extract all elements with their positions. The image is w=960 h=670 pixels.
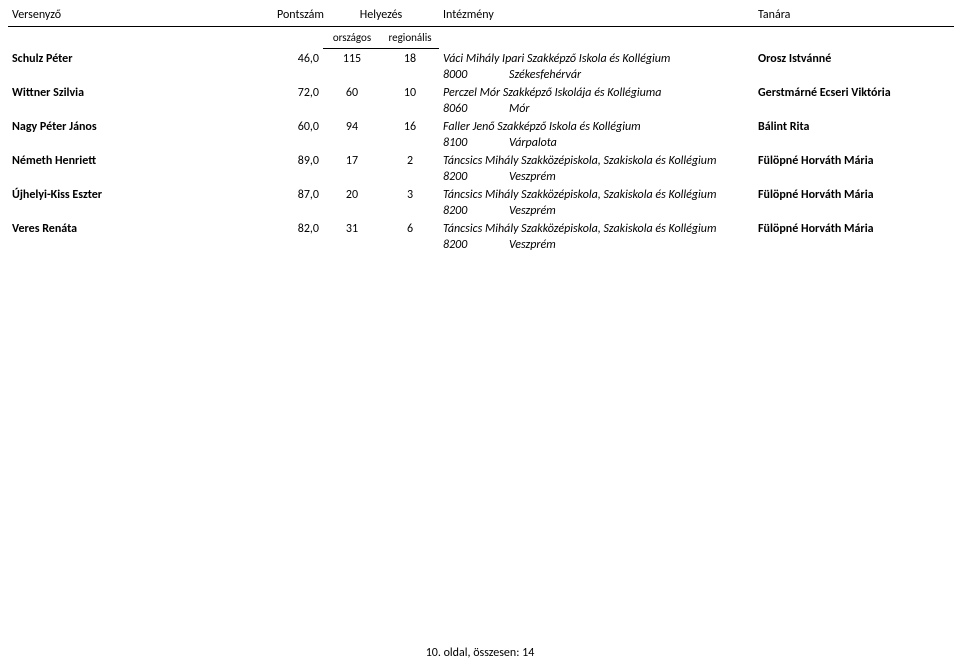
table-row-address: 8200Veszprém	[8, 237, 954, 253]
cell-city: Veszprém	[509, 238, 556, 252]
page-container: Versenyző Pontszám Helyezés Intézmény Ta…	[0, 0, 960, 259]
cell-institution: Táncsics Mihály Szakközépiskola, Szakisk…	[439, 219, 754, 237]
table-row: Németh Henriett89,0172Táncsics Mihály Sz…	[8, 151, 954, 169]
cell-zip: 8060	[443, 102, 509, 116]
cell-score: 89,0	[273, 151, 323, 169]
cell-teacher: Bálint Rita	[754, 117, 954, 135]
cell-national: 115	[323, 49, 381, 68]
cell-city: Várpalota	[509, 136, 557, 150]
cell-score: 82,0	[273, 219, 323, 237]
subheader-regional: regionális	[381, 27, 439, 49]
table-body: Schulz Péter46,011518Váci Mihály Ipari S…	[8, 49, 954, 254]
table-subheader-row: országos regionális	[8, 27, 954, 49]
cell-teacher: Fülöpné Horváth Mária	[754, 219, 954, 237]
table-row-address: 8200Veszprém	[8, 203, 954, 219]
cell-address: 8200Veszprém	[439, 237, 754, 253]
table-row: Schulz Péter46,011518Váci Mihály Ipari S…	[8, 49, 954, 68]
cell-name: Wittner Szilvia	[8, 83, 273, 101]
cell-name: Veres Renáta	[8, 219, 273, 237]
cell-zip: 8000	[443, 68, 509, 82]
results-table: Versenyző Pontszám Helyezés Intézmény Ta…	[8, 6, 954, 253]
cell-national: 94	[323, 117, 381, 135]
cell-zip: 8100	[443, 136, 509, 150]
header-score: Pontszám	[273, 6, 323, 27]
cell-regional: 3	[381, 185, 439, 203]
table-row: Wittner Szilvia72,06010Perczel Mór Szakk…	[8, 83, 954, 101]
cell-national: 17	[323, 151, 381, 169]
table-row-address: 8000Székesfehérvár	[8, 67, 954, 83]
cell-teacher: Fülöpné Horváth Mária	[754, 185, 954, 203]
cell-national: 60	[323, 83, 381, 101]
header-name: Versenyző	[8, 6, 273, 27]
cell-regional: 10	[381, 83, 439, 101]
cell-teacher: Orosz Istvánné	[754, 49, 954, 68]
cell-score: 46,0	[273, 49, 323, 68]
cell-national: 20	[323, 185, 381, 203]
cell-institution: Faller Jenő Szakképző Iskola és Kollégiu…	[439, 117, 754, 135]
cell-institution: Váci Mihály Ipari Szakképző Iskola és Ko…	[439, 49, 754, 68]
cell-name: Újhelyi-Kiss Eszter	[8, 185, 273, 203]
table-row: Veres Renáta82,0316Táncsics Mihály Szakk…	[8, 219, 954, 237]
cell-city: Székesfehérvár	[509, 68, 581, 82]
table-row-address: 8060Mór	[8, 101, 954, 117]
table-row: Nagy Péter János60,09416Faller Jenő Szak…	[8, 117, 954, 135]
cell-institution: Táncsics Mihály Szakközépiskola, Szakisk…	[439, 185, 754, 203]
cell-address: 8100Várpalota	[439, 135, 754, 151]
subheader-national: országos	[323, 27, 381, 49]
cell-city: Veszprém	[509, 170, 556, 184]
cell-address: 8200Veszprém	[439, 169, 754, 185]
cell-city: Mór	[509, 102, 530, 116]
cell-name: Németh Henriett	[8, 151, 273, 169]
cell-name: Schulz Péter	[8, 49, 273, 68]
header-institution: Intézmény	[439, 6, 754, 27]
cell-score: 72,0	[273, 83, 323, 101]
cell-regional: 2	[381, 151, 439, 169]
cell-zip: 8200	[443, 204, 509, 218]
cell-address: 8000Székesfehérvár	[439, 67, 754, 83]
cell-regional: 18	[381, 49, 439, 68]
table-row-address: 8200Veszprém	[8, 169, 954, 185]
cell-teacher: Fülöpné Horváth Mária	[754, 151, 954, 169]
cell-institution: Perczel Mór Szakképző Iskolája és Kollég…	[439, 83, 754, 101]
cell-address: 8200Veszprém	[439, 203, 754, 219]
header-teacher: Tanára	[754, 6, 954, 27]
cell-city: Veszprém	[509, 204, 556, 218]
table-row-address: 8100Várpalota	[8, 135, 954, 151]
cell-regional: 6	[381, 219, 439, 237]
cell-score: 87,0	[273, 185, 323, 203]
cell-zip: 8200	[443, 170, 509, 184]
cell-regional: 16	[381, 117, 439, 135]
cell-score: 60,0	[273, 117, 323, 135]
cell-address: 8060Mór	[439, 101, 754, 117]
cell-national: 31	[323, 219, 381, 237]
cell-name: Nagy Péter János	[8, 117, 273, 135]
page-footer: 10. oldal, összesen: 14	[0, 646, 960, 660]
header-placement: Helyezés	[323, 6, 439, 27]
table-header-row: Versenyző Pontszám Helyezés Intézmény Ta…	[8, 6, 954, 27]
table-row: Újhelyi-Kiss Eszter87,0203Táncsics Mihál…	[8, 185, 954, 203]
cell-institution: Táncsics Mihály Szakközépiskola, Szakisk…	[439, 151, 754, 169]
cell-teacher: Gerstmárné Ecseri Viktória	[754, 83, 954, 101]
cell-zip: 8200	[443, 238, 509, 252]
